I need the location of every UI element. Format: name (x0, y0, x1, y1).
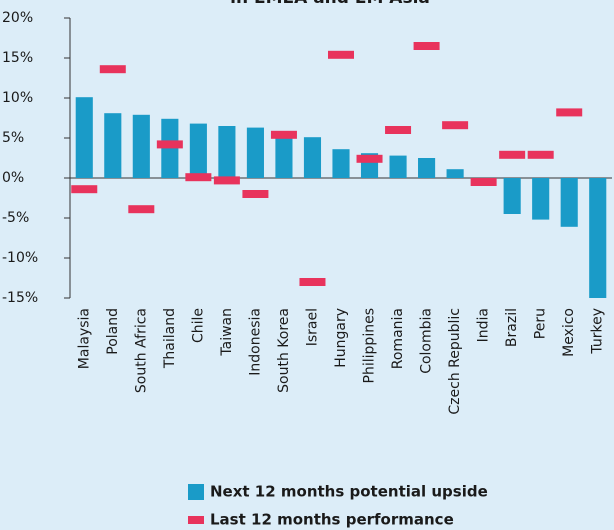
x-tick-label: Thailand (162, 308, 178, 369)
x-tick-label: Hungary (333, 308, 349, 368)
marker (527, 150, 554, 159)
marker (128, 205, 155, 214)
bar (189, 123, 207, 178)
y-tick-label: 0% (2, 170, 24, 186)
bar (275, 133, 293, 178)
bar (246, 127, 264, 178)
x-tick-label: Israel (304, 308, 320, 346)
marker (213, 176, 240, 185)
x-tick-label: South Africa (133, 308, 149, 393)
x-tick-label: Colombia (419, 308, 435, 374)
bar (389, 155, 407, 178)
x-tick-label: Indonesia (247, 308, 263, 376)
marker (242, 190, 269, 198)
bar (418, 158, 436, 178)
bar (303, 137, 322, 178)
y-tick-label: 10% (2, 90, 33, 106)
marker (99, 65, 126, 74)
x-tick-label: Taiwan (219, 308, 235, 357)
bar (104, 113, 122, 178)
bar (332, 149, 350, 178)
bar (75, 97, 93, 178)
x-tick-label: Philippines (362, 308, 378, 383)
x-tick-label: Chile (190, 308, 206, 343)
marker (556, 108, 583, 117)
x-tick-label: Poland (105, 308, 121, 355)
x-tick-label: Mexico (561, 308, 577, 357)
y-tick-label: 15% (2, 50, 33, 66)
y-tick-label: -5% (2, 210, 29, 226)
marker (356, 154, 383, 163)
marker (156, 140, 183, 149)
marker (442, 121, 469, 130)
chart-title: in EMEA and EM Asia (230, 0, 430, 8)
x-tick-label: Peru (533, 308, 549, 339)
marker (499, 150, 526, 159)
x-tick-label: Malaysia (76, 308, 92, 369)
bar (503, 178, 521, 214)
x-tick-label: Turkey (590, 308, 606, 355)
y-tick-label: 20% (2, 10, 33, 26)
marker (470, 178, 497, 186)
bar (532, 178, 550, 220)
x-tick-label: South Korea (276, 308, 292, 393)
legend-swatch (188, 484, 204, 500)
bar (560, 178, 578, 227)
legend-label: Next 12 months potential upside (210, 483, 488, 501)
marker (71, 185, 98, 194)
bar (589, 178, 607, 298)
bar (132, 114, 150, 178)
legend-label: Last 12 months performance (210, 511, 454, 529)
legend-swatch (188, 516, 204, 524)
x-tick-label: Romania (390, 308, 406, 369)
marker (299, 278, 326, 286)
x-tick-label: Brazil (504, 308, 520, 347)
marker (270, 130, 297, 139)
x-tick-label: India (476, 308, 492, 342)
bar (446, 169, 464, 178)
x-tick-label: Czech Republic (447, 308, 463, 415)
marker (185, 173, 212, 182)
y-tick-label: -15% (2, 290, 38, 306)
marker (385, 126, 412, 134)
marker (413, 42, 440, 50)
y-tick-label: 5% (2, 130, 24, 146)
y-tick-label: -10% (2, 250, 38, 266)
bar (218, 126, 236, 178)
marker (328, 50, 354, 59)
